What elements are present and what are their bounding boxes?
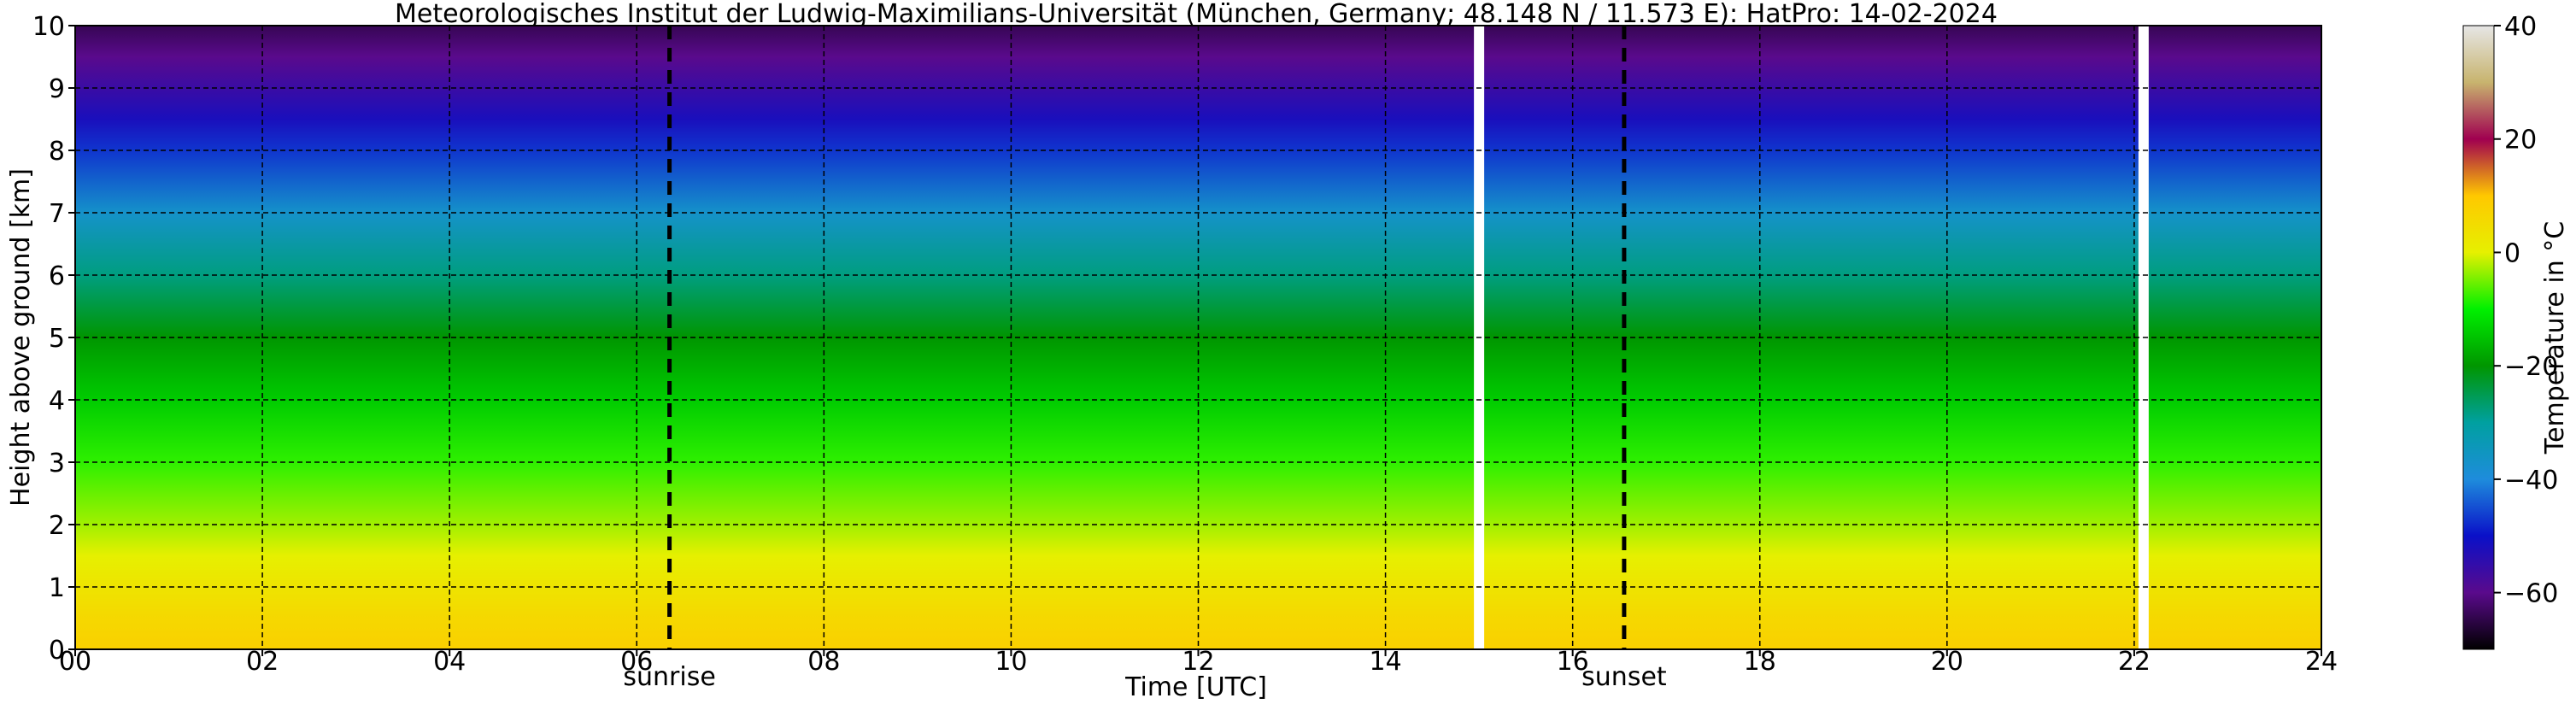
x-tick-label: 18 [1744,647,1776,677]
y-tick-label: 6 [49,261,65,291]
y-tick-label: 1 [49,573,65,603]
x-tick-label: 14 [1369,647,1401,677]
x-tick-label: 02 [246,647,279,677]
sun-event-lines [667,26,1627,649]
colorbar-tick-label: −20 [2504,352,2558,382]
y-tick-label: 3 [49,449,65,478]
y-tick-label: 7 [49,199,65,229]
x-tick-label: 16 [1557,647,1589,677]
colorbar-tick-label: 40 [2504,12,2537,42]
y-axis-ticks: 0 1 2 3 4 5 6 7 8 9 10 [32,12,75,666]
y-axis-label: Height above ground [km] [6,168,36,507]
x-tick-label: 12 [1182,647,1214,677]
x-tick-label: 08 [807,647,840,677]
y-tick-label: 10 [32,12,65,42]
x-tick-label: 00 [59,647,91,677]
colorbar-tick-label: −60 [2504,579,2558,609]
x-tick-label: 20 [1931,647,1963,677]
y-tick-label: 8 [49,137,65,167]
x-tick-label: 06 [620,647,653,677]
sunrise-label: sunrise [623,662,715,692]
chart-title: Meteorologisches Institut der Ludwig-Max… [395,0,1998,29]
y-tick-label: 2 [49,511,65,541]
x-tick-label: 24 [2305,647,2338,677]
plot-area [74,25,2322,650]
colorbar-tick-label: 0 [2504,238,2520,268]
x-axis-label: Time [UTC] [1124,672,1267,702]
y-tick-label: 9 [49,74,65,104]
x-tick-label: 22 [2118,647,2151,677]
x-tick-label: 04 [433,647,466,677]
x-axis-ticks: 00 02 04 06 08 10 12 14 16 18 20 22 24 [59,647,2338,677]
colorbar-scale [2462,25,2495,650]
colorbar: 40 20 0 −20 −40 −60 Temperature in °C [2462,12,2570,650]
colorbar-ticks: 40 20 0 −20 −40 −60 [2494,12,2558,609]
y-tick-label: 4 [49,386,65,416]
colorbar-tick-label: 20 [2504,126,2537,155]
y-tick-label: 5 [49,324,65,354]
colorbar-label: Temperature in °C [2540,221,2570,455]
y-tick-label: 0 [49,636,65,666]
colorbar-tick-label: −40 [2504,466,2558,496]
sunset-label: sunset [1581,662,1667,692]
x-tick-label: 10 [995,647,1027,677]
